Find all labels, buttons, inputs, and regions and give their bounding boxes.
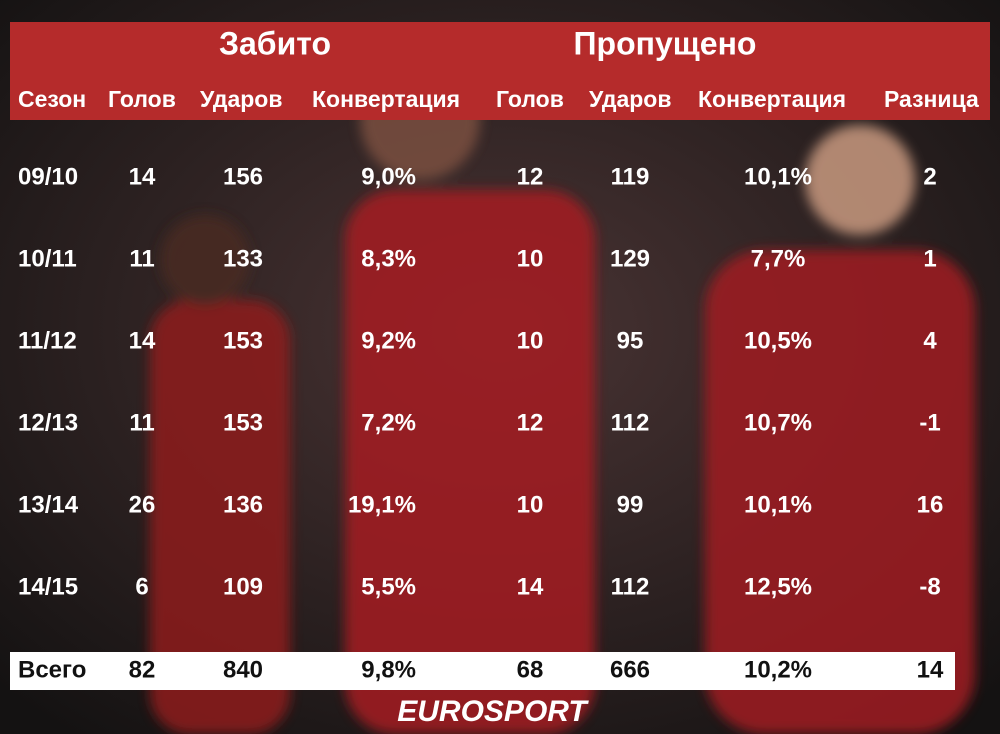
table-cell: 112	[611, 409, 650, 436]
column-header: Сезон	[18, 86, 86, 112]
table-cell: 14	[129, 163, 156, 190]
table-cell: 12/13	[18, 409, 78, 436]
column-header: Ударов	[589, 86, 672, 112]
total-cell: 82	[129, 656, 156, 683]
group-heading: Забито	[219, 25, 331, 61]
table-cell: 14	[517, 573, 544, 600]
column-header: Голов	[108, 86, 176, 112]
table: Забито Пропущено Сезон Голов Ударов Конвертац…	[18, 25, 979, 727]
total-cell: 10,2%	[744, 656, 812, 683]
total-band	[10, 652, 955, 690]
table-cell: 6	[135, 573, 148, 600]
table-cell: 8,3%	[361, 245, 416, 272]
table-cell: 9,0%	[361, 163, 416, 190]
table-cell: 10,7%	[744, 409, 812, 436]
column-header: Голов	[496, 86, 564, 112]
table-cell: 19,1%	[348, 491, 416, 518]
total-cell: 840	[223, 656, 263, 683]
table-cell: 16	[917, 491, 944, 518]
table-cell: 14	[129, 327, 156, 354]
background-photo	[150, 60, 975, 734]
table-cell: 7,7%	[751, 245, 806, 272]
column-header: Конвертация	[698, 86, 846, 112]
table-cell: 109	[223, 573, 263, 600]
table-cell: 119	[611, 163, 650, 190]
table-cell: 5,5%	[361, 573, 416, 600]
table-cell: 9,2%	[361, 327, 416, 354]
table-cell: 136	[223, 491, 263, 518]
column-header: Ударов	[200, 86, 283, 112]
table-cell: 10	[517, 327, 544, 354]
total-cell: 14	[917, 656, 944, 683]
total-cell: 9,8%	[361, 656, 416, 683]
table-cell: 10,5%	[744, 327, 812, 354]
table-cell: 10,1%	[744, 163, 812, 190]
header-band	[10, 22, 990, 120]
table-cell: 11	[129, 245, 154, 272]
table-cell: 10	[517, 491, 544, 518]
group-heading: Пропущено	[574, 25, 757, 61]
logo: EUROSPORT	[397, 695, 589, 728]
table-cell: 14/15	[18, 573, 78, 600]
table-cell: 156	[223, 163, 263, 190]
column-header: Разница	[884, 86, 979, 112]
table-cell: 133	[223, 245, 263, 272]
table-cell: 10	[517, 245, 544, 272]
table-cell: -8	[919, 573, 940, 600]
table-cell: 153	[223, 327, 263, 354]
table-cell: 95	[617, 327, 644, 354]
table-cell: 11	[129, 409, 154, 436]
table-cell: 12,5%	[744, 573, 812, 600]
table-cell: 1	[923, 245, 936, 272]
table-cell: 129	[610, 245, 650, 272]
column-header: Конвертация	[312, 86, 460, 112]
table-cell: 4	[923, 327, 937, 354]
table-cell: 26	[129, 491, 156, 518]
table-cell: 2	[923, 163, 936, 190]
table-cell: 12	[517, 163, 544, 190]
table-cell: 11/12	[18, 327, 77, 354]
total-cell: Всего	[18, 656, 86, 683]
table-cell: 112	[611, 573, 650, 600]
table-cell: 10/11	[18, 245, 77, 272]
table-cell: -1	[919, 409, 940, 436]
table-cell: 09/10	[18, 163, 78, 190]
table-cell: 13/14	[18, 491, 79, 518]
total-cell: 666	[610, 656, 650, 683]
total-cell: 68	[517, 656, 544, 683]
table-cell: 12	[517, 409, 544, 436]
table-cell: 99	[617, 491, 644, 518]
table-cell: 10,1%	[744, 491, 812, 518]
table-cell: 153	[223, 409, 263, 436]
table-cell: 7,2%	[361, 409, 416, 436]
